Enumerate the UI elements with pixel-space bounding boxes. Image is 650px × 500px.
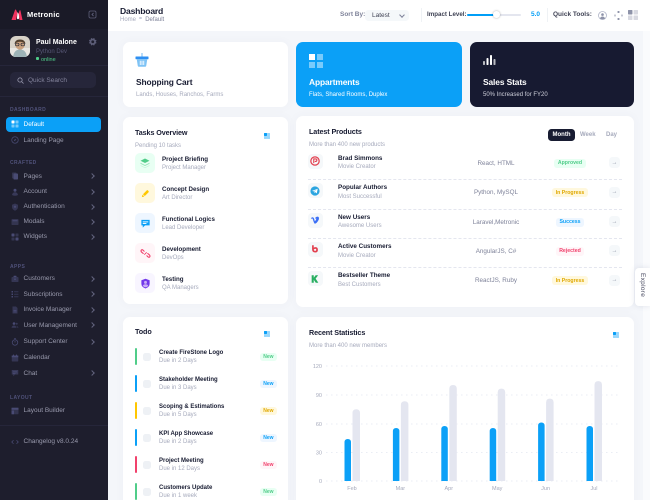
svg-text:90: 90 (316, 393, 322, 399)
svg-text:Jun: Jun (541, 486, 550, 492)
svg-text:Feb: Feb (347, 486, 356, 492)
svg-text:Mar: Mar (396, 486, 406, 492)
svg-text:0: 0 (319, 479, 322, 485)
svg-text:Jul: Jul (590, 486, 597, 492)
svg-text:60: 60 (316, 422, 322, 428)
svg-text:120: 120 (313, 364, 322, 370)
svg-text:30: 30 (316, 451, 322, 457)
svg-text:Apr: Apr (445, 486, 454, 492)
svg-text:May: May (492, 486, 503, 492)
